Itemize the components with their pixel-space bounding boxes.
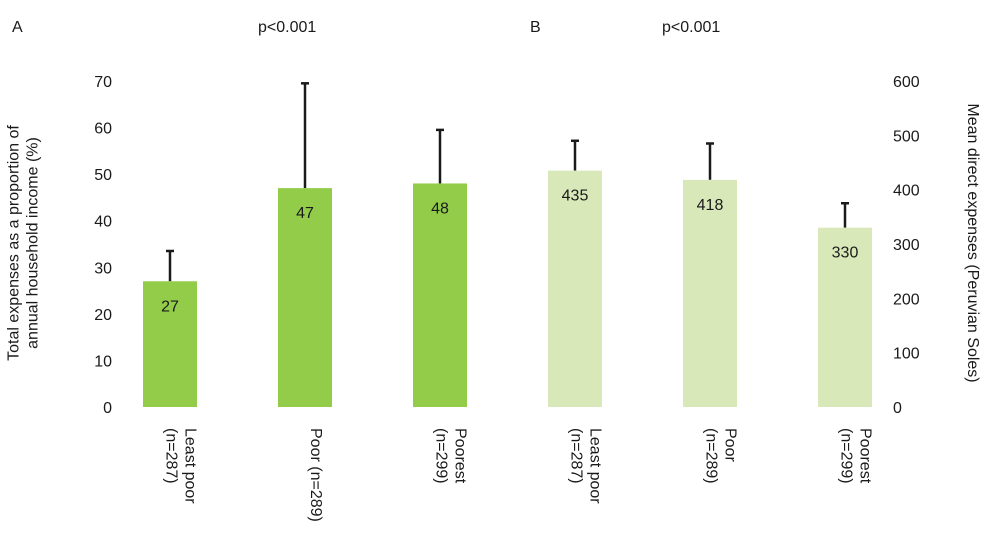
y-tick-label: 500 [893, 128, 920, 145]
panel-label-b: B [530, 19, 541, 36]
x-category-label: (n=299) [838, 428, 855, 484]
data-label: 330 [832, 245, 859, 262]
y-tick-label: 0 [893, 400, 902, 417]
x-category-label: Least poor [587, 428, 604, 504]
y-tick-label: 400 [893, 183, 920, 200]
data-label: 47 [296, 205, 314, 222]
x-category-label: (n=299) [433, 428, 450, 484]
bar [683, 179, 737, 407]
x-category-label: Poorest [857, 428, 874, 484]
y-tick-label: 600 [893, 74, 920, 91]
y-tick-label: 40 [94, 214, 112, 231]
bar [143, 281, 197, 407]
y-axis-title: Mean direct expenses (Peruvian Soles) [964, 103, 981, 382]
y-tick-label: 300 [893, 237, 920, 254]
bar [818, 227, 872, 407]
panel-label-a: A [12, 19, 23, 36]
y-tick-label: 60 [94, 121, 112, 138]
data-label: 418 [697, 197, 724, 214]
bar [413, 183, 467, 407]
y-axis-title: annual household income (%) [25, 137, 42, 349]
y-tick-label: 20 [94, 307, 112, 324]
data-label: 48 [431, 200, 449, 217]
y-tick-label: 0 [103, 400, 112, 417]
bar [548, 170, 602, 407]
y-axis-title: Total expenses as a proportion of [6, 125, 23, 361]
x-category-label: Least poor [182, 428, 199, 504]
x-category-label: (n=287) [163, 428, 180, 484]
data-label: 27 [161, 298, 179, 315]
x-category-label: Poor [722, 428, 739, 462]
y-tick-label: 10 [94, 353, 112, 370]
p-value-annotation-b: p<0.001 [662, 19, 720, 36]
y-tick-label: 70 [94, 74, 112, 91]
y-tick-label: 200 [893, 291, 920, 308]
y-tick-label: 30 [94, 260, 112, 277]
bar [278, 188, 332, 407]
y-tick-label: 50 [94, 167, 112, 184]
x-category-label: Poor (n=289) [307, 428, 324, 522]
x-category-label: (n=287) [568, 428, 585, 484]
x-category-label: (n=289) [703, 428, 720, 484]
data-label: 435 [562, 188, 589, 205]
p-value-annotation-a: p<0.001 [258, 19, 316, 36]
y-tick-label: 100 [893, 346, 920, 363]
x-category-label: Poorest [452, 428, 469, 484]
